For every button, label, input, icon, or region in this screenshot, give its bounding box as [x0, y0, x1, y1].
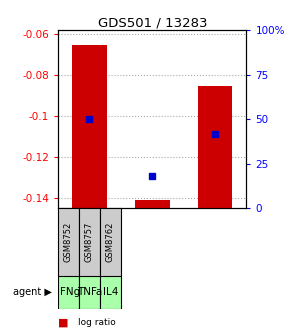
Text: GSM8752: GSM8752: [64, 222, 73, 262]
Text: ■: ■: [58, 318, 68, 328]
Title: GDS501 / 13283: GDS501 / 13283: [97, 16, 207, 29]
Bar: [79, 276, 100, 309]
Text: agent ▶: agent ▶: [13, 287, 52, 297]
Bar: [198, 85, 232, 208]
Bar: [100, 276, 121, 309]
Text: TNFa: TNFa: [77, 287, 102, 297]
Text: log ratio: log ratio: [78, 318, 116, 327]
Bar: [79, 208, 100, 276]
Text: GSM8762: GSM8762: [106, 222, 115, 262]
Text: IL4: IL4: [103, 287, 118, 297]
Bar: [135, 200, 170, 208]
Bar: [58, 276, 79, 309]
Bar: [58, 208, 79, 276]
Text: IFNg: IFNg: [57, 287, 80, 297]
Bar: [72, 45, 107, 208]
Bar: [100, 208, 121, 276]
Text: GSM8757: GSM8757: [85, 222, 94, 262]
